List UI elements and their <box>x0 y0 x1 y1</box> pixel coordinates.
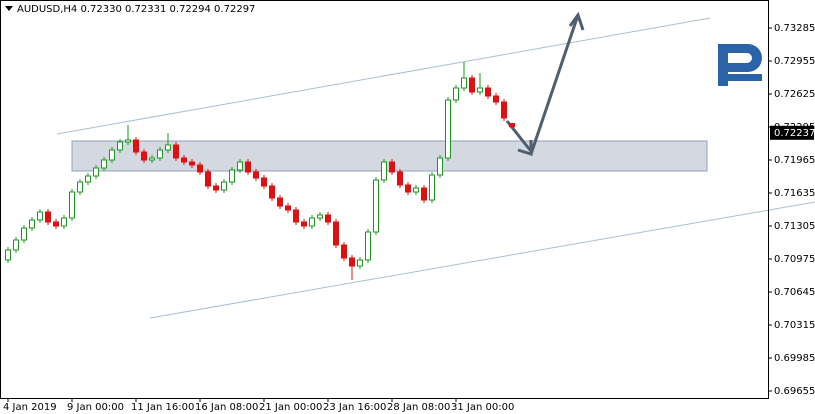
y-tick-label: 0.71965 <box>774 155 815 166</box>
y-tick-label: 0.72625 <box>774 89 815 100</box>
candle-body <box>13 239 19 251</box>
candle-body <box>493 95 499 103</box>
candle-body <box>117 141 123 151</box>
current-price-label: 0.72237 <box>774 128 815 139</box>
candle-body <box>229 169 235 183</box>
menu-triangle[interactable] <box>5 6 13 11</box>
candle-body <box>61 217 67 227</box>
candle-body <box>93 167 99 177</box>
candle-body <box>357 259 363 267</box>
candle-body <box>317 214 323 219</box>
candle-body <box>421 187 427 201</box>
candle-body <box>165 144 171 151</box>
candle-body <box>37 211 43 221</box>
candle-body <box>189 161 195 166</box>
candle-body <box>397 171 403 186</box>
x-tick-label: 31 Jan 00:00 <box>451 402 514 413</box>
plot <box>5 62 515 280</box>
candle-body <box>293 209 299 223</box>
y-tick-label: 0.73285 <box>774 23 815 34</box>
x-tick-label: 4 Jan 2019 <box>3 402 57 413</box>
candle-body <box>341 244 347 259</box>
candle-body <box>245 161 251 173</box>
candle-body <box>205 171 211 187</box>
candle-body <box>197 164 203 173</box>
candle-body <box>133 139 139 153</box>
candle-body <box>149 157 155 161</box>
candle-body <box>213 185 219 191</box>
candle-body <box>285 205 291 211</box>
arrow-up <box>529 17 579 155</box>
candle-body <box>461 77 467 89</box>
candle-body <box>365 231 371 261</box>
candle-body <box>501 101 507 119</box>
candle-body <box>45 211 51 223</box>
candle-body <box>141 151 147 161</box>
candle-body <box>85 175 91 183</box>
candle-body <box>29 219 35 229</box>
channel-bottom <box>149 201 815 319</box>
y-tick-label: 0.71305 <box>774 221 815 232</box>
logo-r <box>718 44 762 86</box>
chart-title: AUDUSD,H4 0.72330 0.72331 0.72294 0.7229… <box>17 4 255 15</box>
candle-body <box>413 187 419 193</box>
channel-top <box>56 17 711 135</box>
candle-body <box>101 159 107 169</box>
candle-body <box>53 221 59 227</box>
candle-body <box>77 181 83 193</box>
y-tick-label: 0.69655 <box>774 386 815 397</box>
candle-body <box>469 77 475 93</box>
candle-body <box>253 171 259 179</box>
candle-body <box>389 161 395 173</box>
y-tick-label: 0.72955 <box>774 56 815 67</box>
y-tick-label: 0.69985 <box>774 353 815 364</box>
candle-body <box>261 177 267 187</box>
candle-body <box>21 227 27 241</box>
candle-body <box>5 249 11 261</box>
y-tick-label: 0.71635 <box>774 188 815 199</box>
candle-body <box>325 214 331 223</box>
candle-body <box>453 87 459 101</box>
candle-body <box>333 221 339 246</box>
candle-body <box>509 123 515 128</box>
candle-body <box>309 217 315 227</box>
candle-body <box>429 174 435 201</box>
x-tick-label: 28 Jan 08:00 <box>387 402 450 413</box>
arrow-head <box>568 11 585 31</box>
candle-body <box>69 191 75 219</box>
x-tick-label: 23 Jan 16:00 <box>323 402 386 413</box>
y-tick-label: 0.70645 <box>774 287 815 298</box>
y-tick-label: 0.70975 <box>774 254 815 265</box>
candle-body <box>445 99 451 159</box>
candle-body <box>237 161 243 171</box>
candle-body <box>221 181 227 191</box>
logo <box>718 44 762 86</box>
x-tick-label: 11 Jan 16:00 <box>131 402 194 413</box>
candle-body <box>349 257 355 267</box>
candle-body <box>485 87 491 97</box>
candle-body <box>125 139 131 143</box>
candle-body <box>373 179 379 233</box>
candle-body <box>405 184 411 193</box>
x-tick-label: 21 Jan 00:00 <box>259 402 322 413</box>
y-tick-label: 0.70315 <box>774 320 815 331</box>
x-tick-label: 9 Jan 00:00 <box>67 402 124 413</box>
candle-body <box>277 197 283 207</box>
candle-body <box>477 87 483 93</box>
logo-bar <box>718 74 762 81</box>
current-price-box <box>770 125 814 140</box>
candle-body <box>173 144 179 159</box>
candle-body <box>381 161 387 181</box>
candle-body <box>301 221 307 227</box>
plot-frame <box>0 0 769 399</box>
candle-body <box>109 149 115 161</box>
candle-body <box>157 149 163 159</box>
candle-body <box>269 185 275 199</box>
x-tick-label: 16 Jan 08:00 <box>195 402 258 413</box>
candle-body <box>181 157 187 163</box>
candle-body <box>437 157 443 176</box>
